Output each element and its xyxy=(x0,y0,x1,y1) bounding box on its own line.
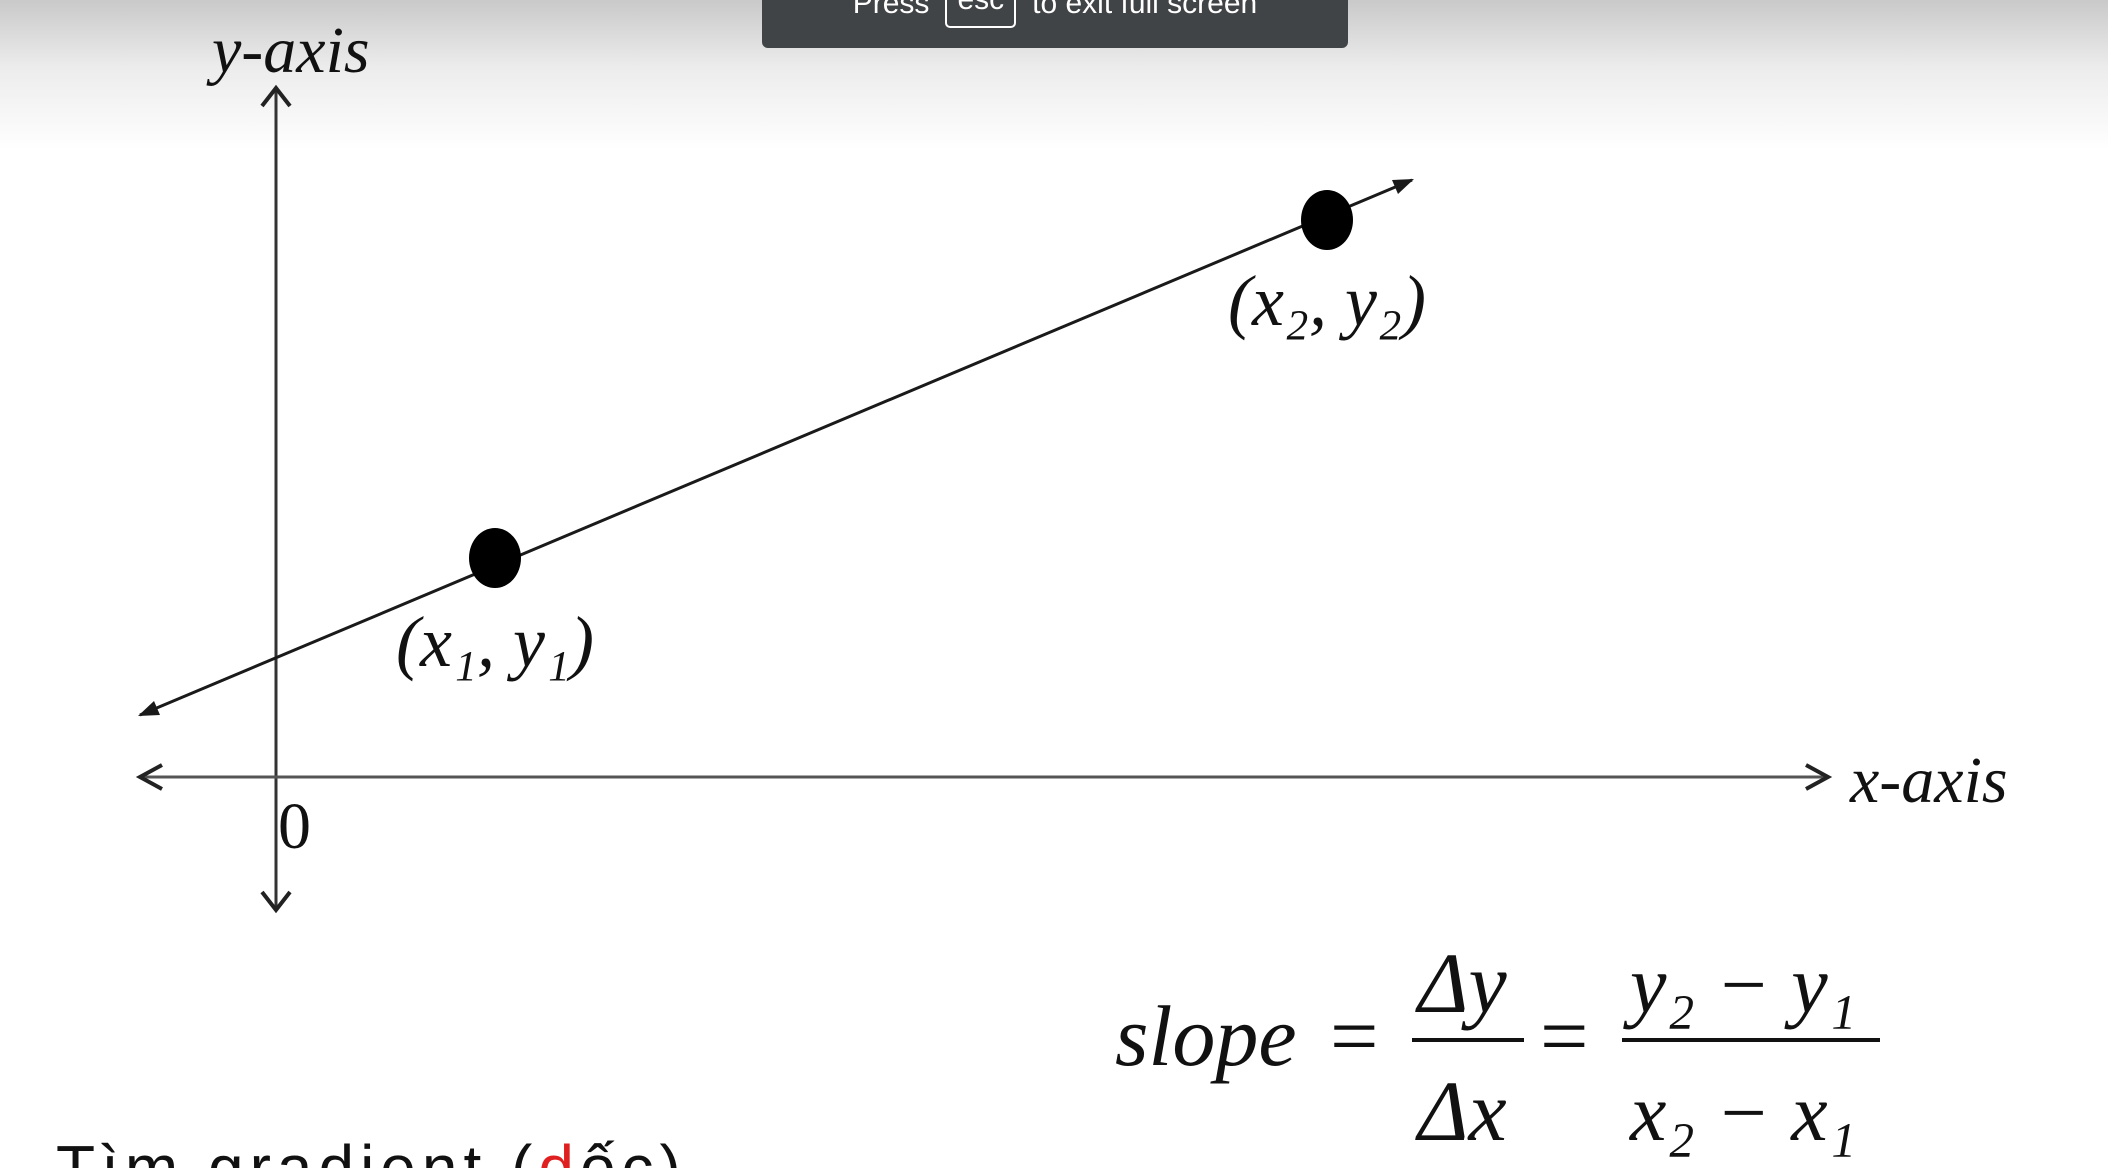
point-2-label: (x₂, y₂) xyxy=(1228,261,1426,341)
slope-line-arrow-end xyxy=(1392,179,1414,194)
bottom-caption: Tìm gradient (dốc) xyxy=(56,1128,687,1168)
formula-den-1: Δx xyxy=(1415,1063,1507,1159)
y-axis-label: y-axis xyxy=(206,14,370,87)
x-axis-arrow-left xyxy=(135,763,163,791)
point-2 xyxy=(1301,190,1353,250)
x-axis-label: x-axis xyxy=(1849,744,2008,817)
slope-line xyxy=(139,178,1413,717)
formula-eq-2: = xyxy=(1540,988,1589,1084)
bottom-caption-part3: ốc) xyxy=(579,1132,687,1168)
bottom-caption-part1: Tìm gradient ( xyxy=(56,1132,539,1168)
toast-suffix-text: to exit full screen xyxy=(1032,0,1258,20)
point-1 xyxy=(469,528,521,588)
esc-key-badge[interactable]: esc xyxy=(945,0,1017,28)
y-axis-arrow-up xyxy=(260,84,292,108)
y-axis-arrow-down xyxy=(260,890,292,914)
slope-line-arrow-start xyxy=(138,701,160,716)
formula-eq-1: = xyxy=(1330,988,1379,1084)
toast-press-text: Press xyxy=(852,0,930,20)
origin-label: 0 xyxy=(278,790,311,863)
point-1-label: (x₁, y₁) xyxy=(396,602,594,682)
bottom-caption-highlight: d xyxy=(538,1132,580,1168)
formula-lhs: slope xyxy=(1115,988,1297,1084)
x-axis-arrow-right xyxy=(1805,763,1833,791)
fullscreen-toast: Press esc to exit full screen xyxy=(762,0,1348,48)
formula-den-2: x₂ − x₁ xyxy=(1629,1067,1856,1158)
formula-num-2: y₂ − y₁ xyxy=(1623,939,1856,1030)
formula-num-1: Δy xyxy=(1415,935,1507,1031)
